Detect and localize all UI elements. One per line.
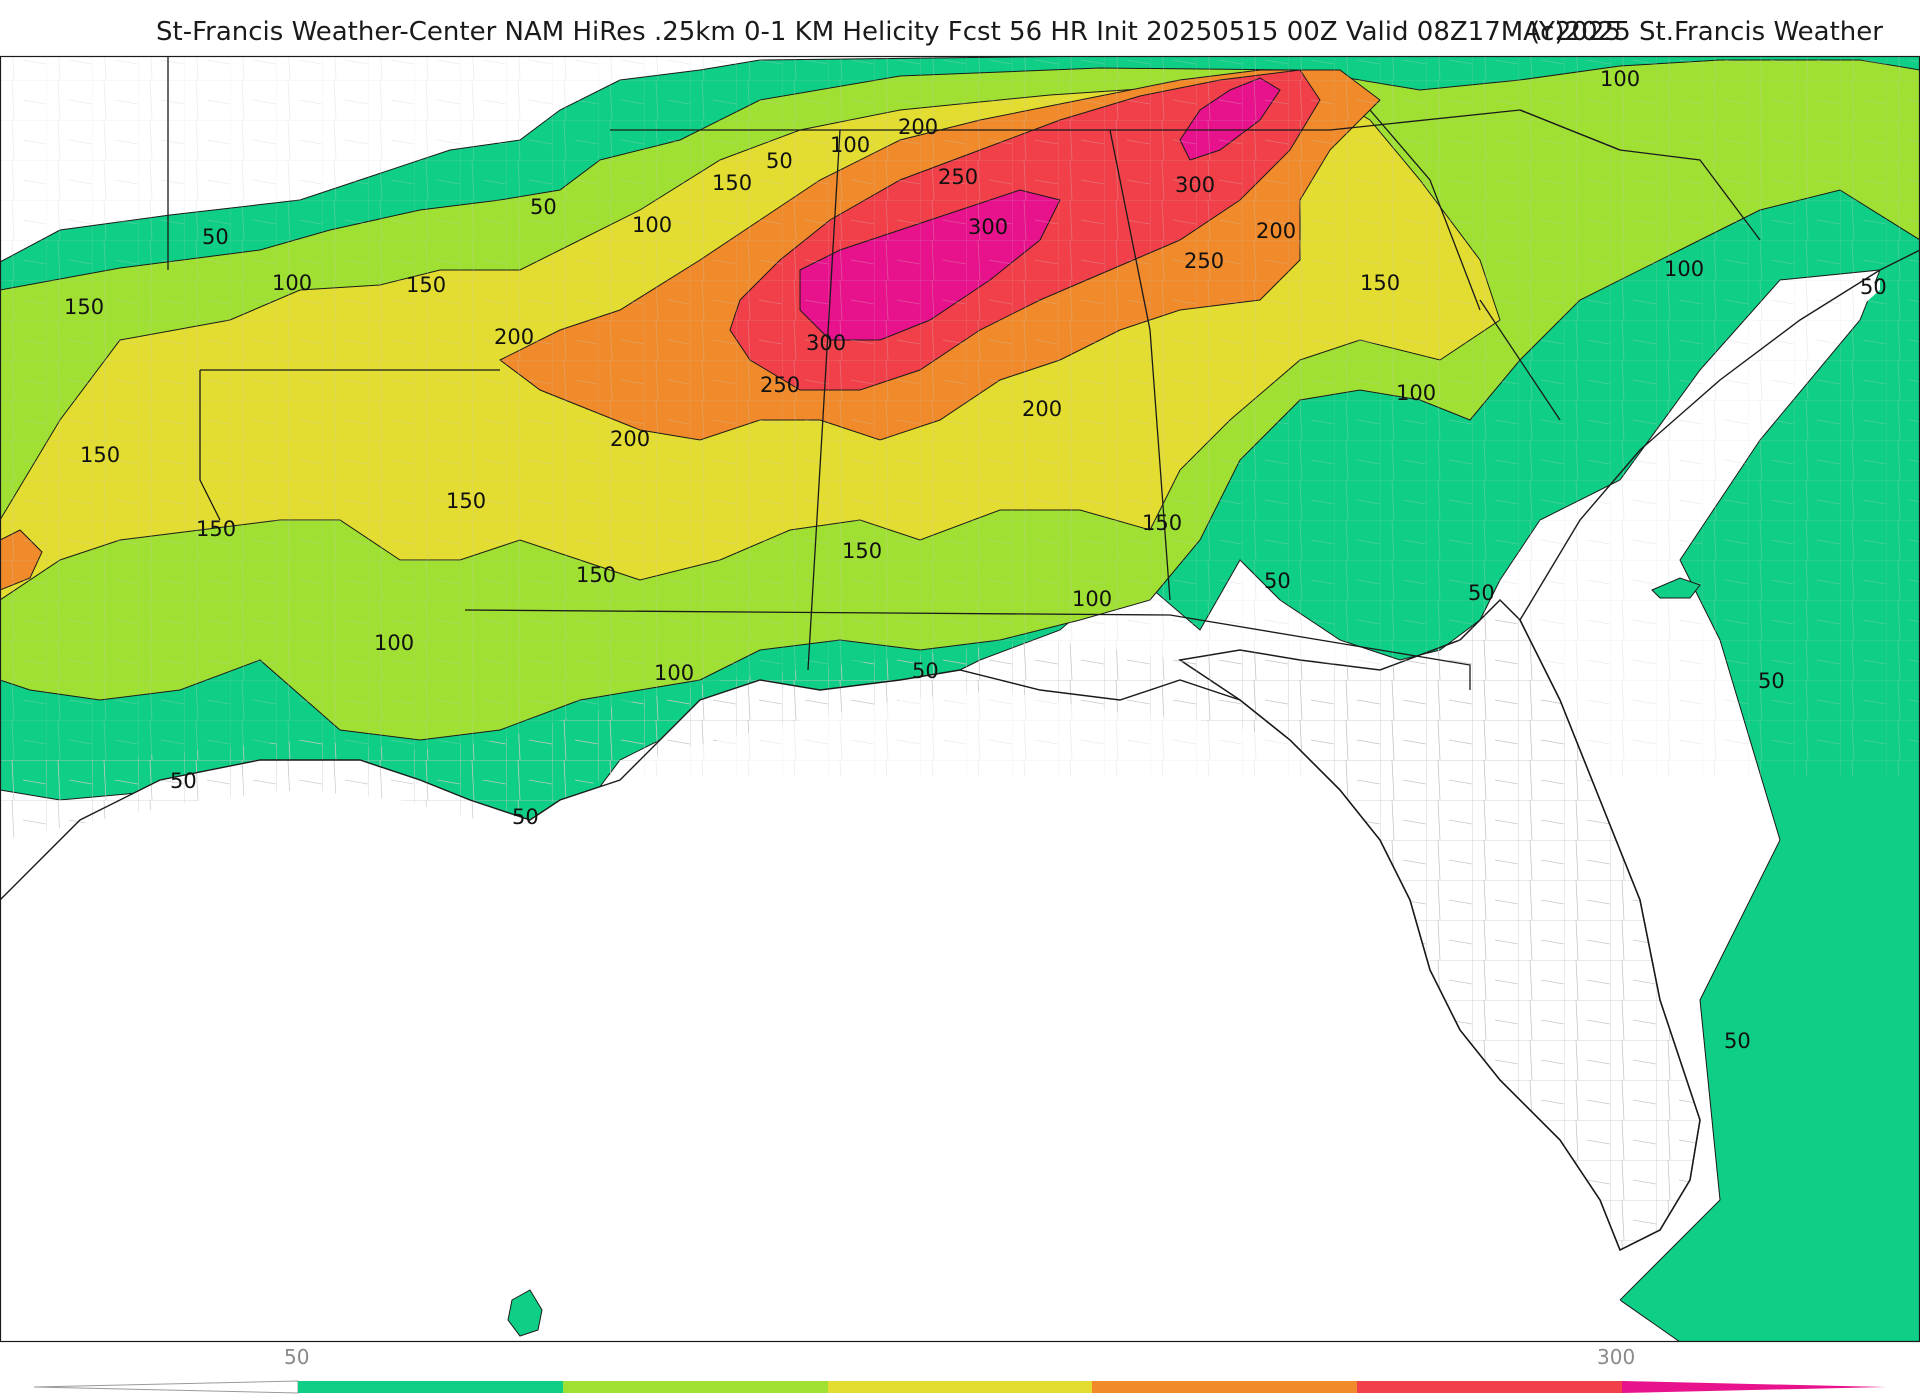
map-title: St-Francis Weather-Center NAM HiRes .25k…	[156, 17, 1622, 47]
contour-label-300: 300	[806, 331, 846, 355]
contour-label-150: 150	[842, 539, 882, 563]
contour-label-50: 50	[512, 805, 539, 829]
contour-label-50: 50	[912, 659, 939, 683]
contour-label-250: 250	[938, 165, 978, 189]
contour-label-100: 100	[1600, 67, 1640, 91]
copyright: (c)2025 St.Francis Weather	[1530, 17, 1883, 47]
contour-label-100: 100	[830, 133, 870, 157]
helicity-cell-gulf	[507, 1289, 543, 1337]
contour-label-50: 50	[170, 769, 197, 793]
contour-label-100: 100	[374, 631, 414, 655]
colorbar-band-50	[298, 1381, 563, 1393]
contour-label-100: 100	[654, 661, 694, 685]
contour-label-50: 50	[1468, 581, 1495, 605]
colorbar-label-300: 300	[1597, 1345, 1636, 1369]
colorbar-band-250	[1357, 1381, 1622, 1393]
contour-label-100: 100	[272, 271, 312, 295]
contour-label-300: 300	[1175, 173, 1215, 197]
colorbar-label-50: 50	[284, 1345, 310, 1369]
gulf-of-mexico	[0, 670, 1640, 1342]
colorbar-extend-max	[1622, 1381, 1886, 1393]
contour-label-50: 50	[766, 149, 793, 173]
colorbar-band-150	[828, 1381, 1092, 1393]
contour-label-150: 150	[576, 563, 616, 587]
contour-label-100: 100	[1664, 257, 1704, 281]
contour-label-200: 200	[898, 115, 938, 139]
contour-label-150: 150	[406, 273, 446, 297]
contour-label-250: 250	[1184, 249, 1224, 273]
colorbar-band-100	[563, 1381, 828, 1393]
contour-labels: 100 200 100 50 250 300 150 50 300 100 20…	[64, 67, 1887, 1053]
contour-label-150: 150	[1142, 511, 1182, 535]
contour-label-50: 50	[1860, 275, 1887, 299]
contour-label-150: 150	[64, 295, 104, 319]
colorbar	[33, 1380, 1886, 1394]
colorbar-band-200	[1092, 1381, 1357, 1393]
contour-label-200: 200	[1256, 219, 1296, 243]
contour-label-50: 50	[1724, 1029, 1751, 1053]
contour-label-150: 150	[1360, 271, 1400, 295]
contour-label-150: 150	[80, 443, 120, 467]
contour-label-50: 50	[202, 225, 229, 249]
helicity-cell-atlantic	[1651, 577, 1701, 599]
contour-label-200: 200	[494, 325, 534, 349]
contour-label-50: 50	[1264, 569, 1291, 593]
contour-label-100: 100	[632, 213, 672, 237]
contour-label-100: 100	[1072, 587, 1112, 611]
contour-label-100: 100	[1396, 381, 1436, 405]
contour-label-50: 50	[530, 195, 557, 219]
colorbar-extend-min	[33, 1380, 299, 1394]
contour-label-150: 150	[446, 489, 486, 513]
coastlines	[0, 249, 1920, 1251]
state-boundaries	[167, 56, 1761, 690]
contour-label-200: 200	[1022, 397, 1062, 421]
contour-label-150: 150	[712, 171, 752, 195]
contour-label-50: 50	[1758, 669, 1785, 693]
map-panel	[0, 56, 1920, 1342]
title-bar: St-Francis Weather-Center NAM HiRes .25k…	[0, 0, 1920, 60]
contour-label-200: 200	[610, 427, 650, 451]
contour-label-150: 150	[196, 517, 236, 541]
contour-label-250: 250	[760, 373, 800, 397]
contour-label-300: 300	[968, 215, 1008, 239]
